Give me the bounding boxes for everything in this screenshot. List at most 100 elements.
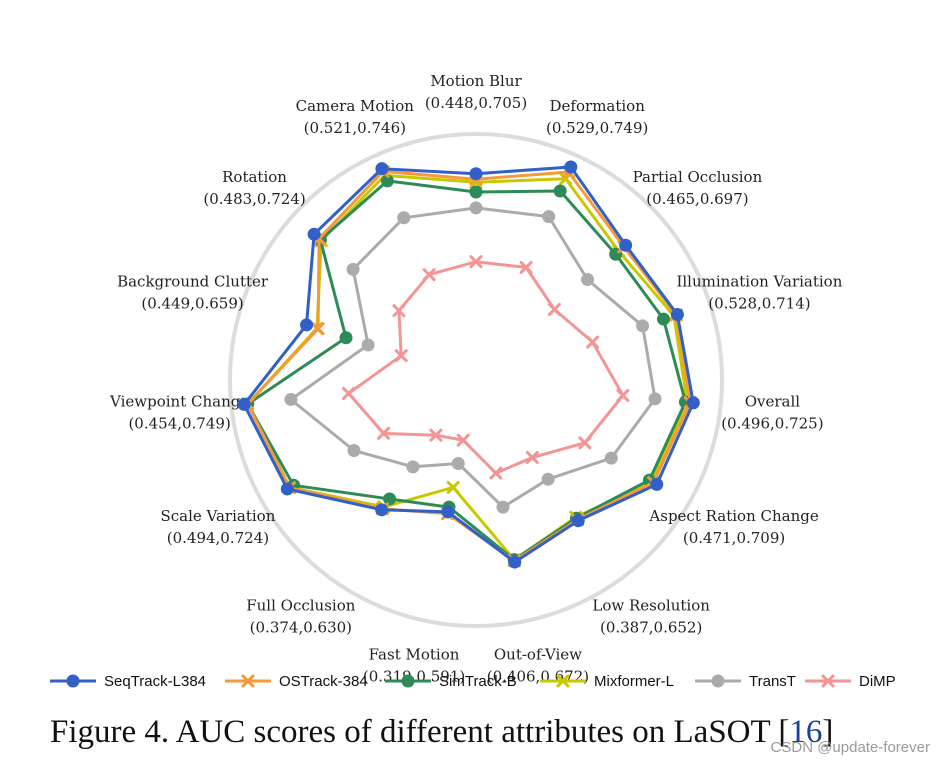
marker-stroke <box>377 426 391 440</box>
point-transt-4 <box>648 392 662 406</box>
point-dimp-0 <box>469 255 483 269</box>
legend-marker <box>821 674 835 688</box>
marker-stroke <box>578 436 592 450</box>
marker-stroke <box>525 450 539 464</box>
point-transt-2 <box>581 273 595 287</box>
point-dimp-9 <box>429 428 443 442</box>
marker-stroke <box>311 322 325 336</box>
axis-label-viewpoint-change: Viewpoint Change (0.454,0.749) <box>109 392 249 432</box>
series-line-transt <box>289 206 657 509</box>
point-transt-1 <box>542 210 556 224</box>
point-seqtrack-l384-4 <box>686 396 700 410</box>
axis-range: (0.471,0.709) <box>683 529 785 547</box>
figure-caption: Figure 4. AUC scores of different attrib… <box>50 714 833 750</box>
axis-range: (0.387,0.652) <box>600 619 702 637</box>
axis-label-rotation: Rotation (0.483,0.724) <box>203 168 305 208</box>
point-seqtrack-l384-10 <box>280 482 294 496</box>
axis-name: Partial Occlusion <box>633 168 763 186</box>
marker-stroke <box>616 388 630 402</box>
series-line-seqtrack-l384 <box>242 165 695 564</box>
point-seqtrack-l384-11 <box>237 397 251 411</box>
marker-stroke <box>469 255 483 269</box>
legend-item-simtrack-b: SimTrack-B <box>385 673 517 690</box>
axis-range: (0.521,0.746) <box>304 119 406 137</box>
point-transt-11 <box>284 392 298 406</box>
legend-label: TransT <box>749 673 796 690</box>
point-dimp-5 <box>578 436 592 450</box>
marker-stroke <box>312 232 326 246</box>
axis-name: Viewpoint Change <box>109 392 249 410</box>
point-transt-7 <box>496 500 510 514</box>
caption-reference[interactable]: 16 <box>789 714 822 750</box>
series-line-dimp <box>347 260 625 475</box>
point-seqtrack-l384-1 <box>564 160 578 174</box>
marker-stroke <box>547 302 561 316</box>
point-dimp-14 <box>422 268 436 282</box>
axis-label-low-resolution: Low Resolution (0.387,0.652) <box>592 597 710 637</box>
legend-label: SimTrack-B <box>439 673 517 690</box>
legend-item-mixformer-l: Mixformer-L <box>540 673 674 690</box>
point-transt-13 <box>346 262 360 276</box>
marker-stroke <box>342 386 356 400</box>
outer-ring <box>228 132 724 628</box>
axis-label-partial-occlusion: Partial Occlusion (0.465,0.697) <box>633 168 763 208</box>
marker-stroke <box>241 674 255 688</box>
point-seqtrack-l384-3 <box>670 308 684 322</box>
watermark: CSDN @update-forever <box>771 739 930 756</box>
point-seqtrack-l384-2 <box>619 238 633 252</box>
point-seqtrack-l384-13 <box>307 227 321 241</box>
point-transt-5 <box>604 451 618 465</box>
point-seqtrack-l384-9 <box>375 503 389 517</box>
point-transt-9 <box>406 460 420 474</box>
marker-stroke <box>422 268 436 282</box>
legend-label: DiMP <box>859 673 896 690</box>
axis-label-scale-variation: Scale Variation (0.494,0.724) <box>160 507 275 547</box>
legend-item-seqtrack-l384: SeqTrack-L384 <box>50 673 206 690</box>
axis-name: Camera Motion <box>296 97 415 115</box>
axis-label-aspect-ration-change: Aspect Ration Change (0.471,0.709) <box>648 507 818 547</box>
legend-marker <box>711 674 725 688</box>
axis-name: Rotation <box>222 168 287 186</box>
axis-name: Deformation <box>550 97 646 115</box>
axis-name: Aspect Ration Change <box>648 507 818 525</box>
axis-range: (0.448,0.705) <box>425 94 527 112</box>
axis-name: Low Resolution <box>592 597 710 615</box>
point-dimp-10 <box>377 426 391 440</box>
series-seqtrack-l384 <box>237 160 700 569</box>
marker-stroke <box>519 260 533 274</box>
marker-stroke <box>446 480 460 494</box>
marker-stroke <box>586 335 600 349</box>
point-transt-3 <box>636 319 650 333</box>
marker-stroke <box>559 172 573 186</box>
point-seqtrack-l384-0 <box>469 167 483 181</box>
series-dimp <box>342 255 630 480</box>
point-transt-14 <box>397 211 411 225</box>
point-dimp-1 <box>519 260 533 274</box>
point-simtrack-b-3 <box>656 312 670 326</box>
point-dimp-7 <box>489 466 503 480</box>
axis-name: Background Clutter <box>117 272 269 290</box>
legend-marker <box>241 674 255 688</box>
axis-label-camera-motion: Camera Motion (0.521,0.746) <box>296 97 415 137</box>
axis-range: (0.494,0.724) <box>167 529 269 547</box>
axis-range: (0.528,0.714) <box>708 294 810 312</box>
point-simtrack-b-0 <box>469 185 483 199</box>
marker-stroke <box>392 304 406 318</box>
point-dimp-8 <box>456 433 470 447</box>
point-simtrack-b-14 <box>380 174 394 188</box>
point-dimp-13 <box>392 304 406 318</box>
point-seqtrack-l384-6 <box>571 514 585 528</box>
legend-marker <box>556 674 570 688</box>
marker-stroke <box>556 674 570 688</box>
series-transt <box>284 201 662 514</box>
axis-name: Scale Variation <box>160 507 275 525</box>
axis-range: (0.374,0.630) <box>250 619 352 637</box>
point-mixformer-l-8 <box>446 480 460 494</box>
legend-item-dimp: DiMP <box>805 673 896 690</box>
legend-label: OSTrack-384 <box>279 673 368 690</box>
point-dimp-4 <box>616 388 630 402</box>
axis-label-illumination-variation: Illumination Variation (0.528,0.714) <box>676 272 842 312</box>
chart-marks: Motion Blur (0.448,0.705) Deformation (0.52… <box>109 72 843 686</box>
point-seqtrack-l384-7 <box>508 555 522 569</box>
